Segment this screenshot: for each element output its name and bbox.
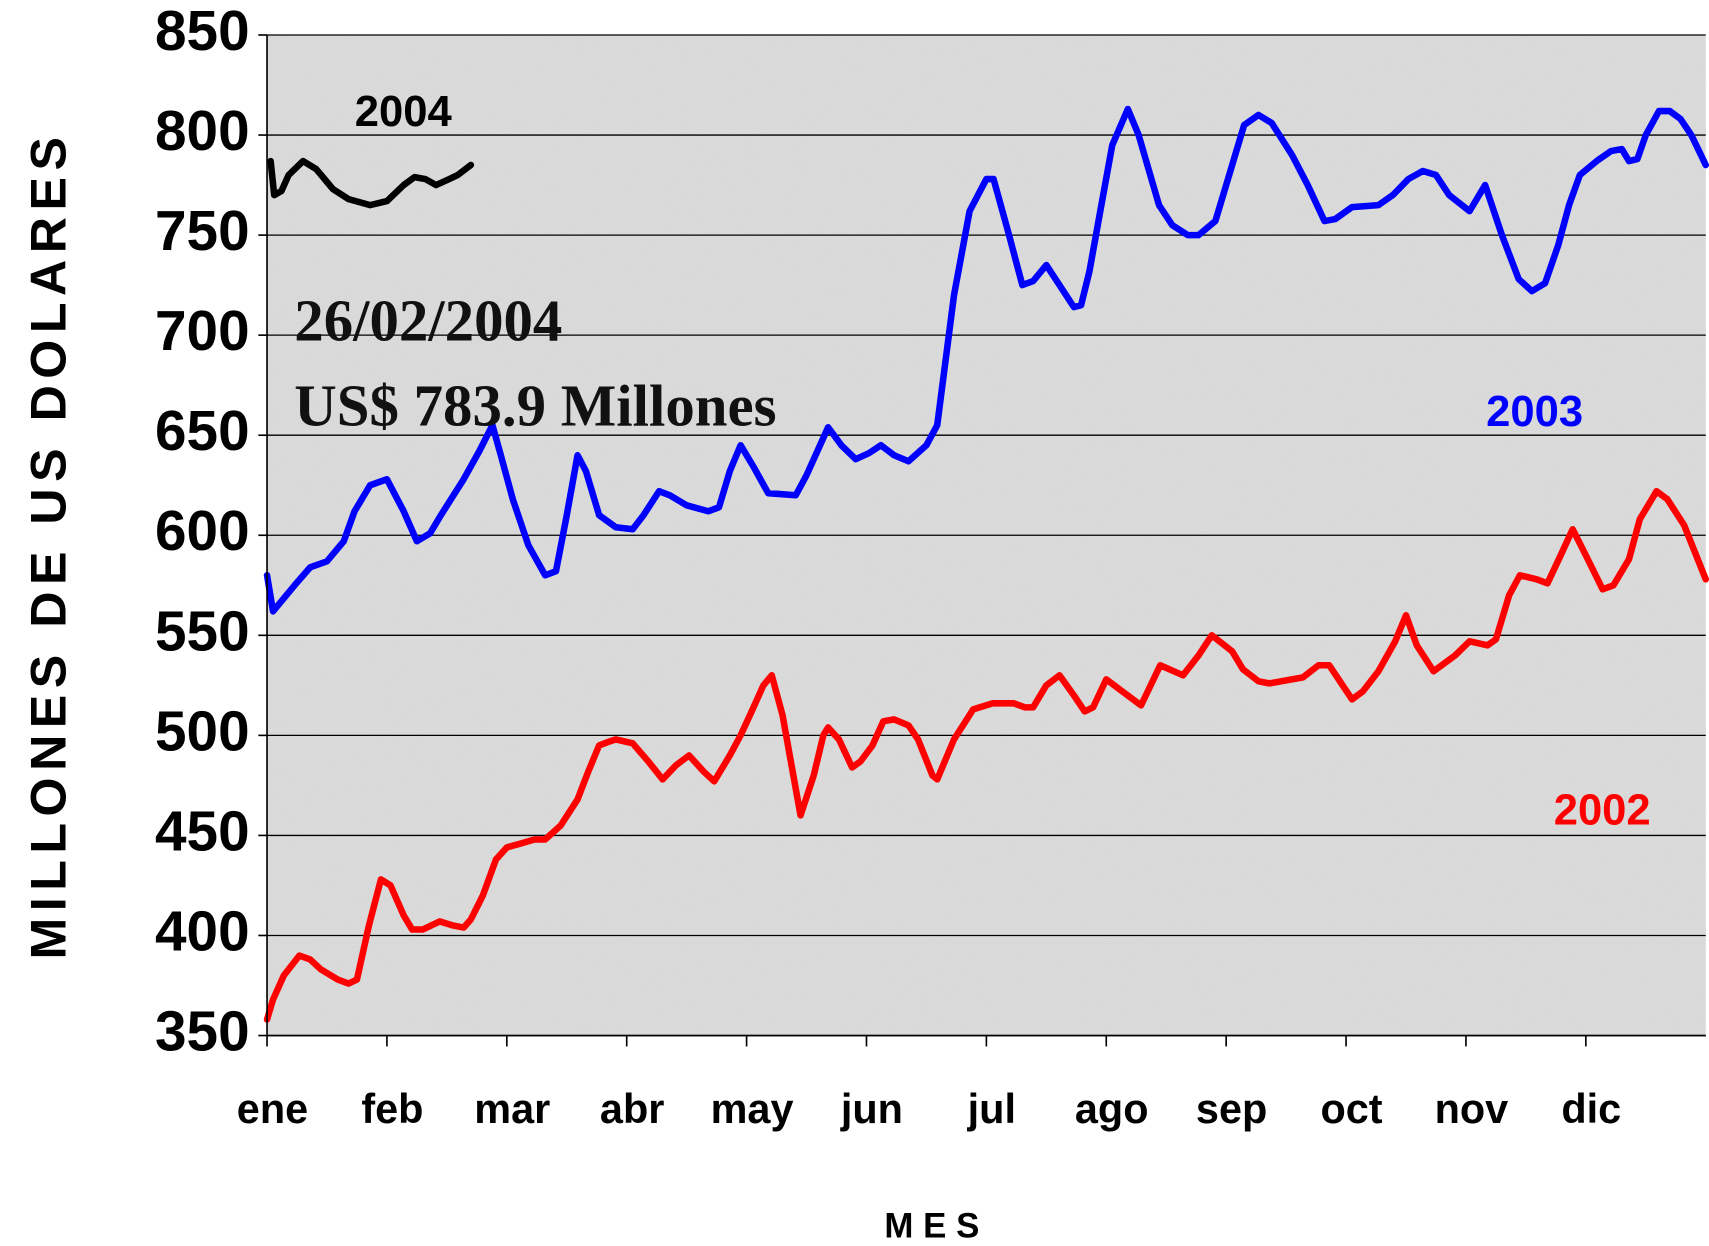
y-tick-label: 750	[155, 200, 250, 263]
series-line	[263, 487, 1709, 1023]
y-axis-label: MILLONES DE US DOLARES	[21, 131, 77, 960]
axes: 350 400 450 500 550 600 650 700 750 800 850 ene feb m…	[155, 0, 1706, 1132]
x-tick-label: ago	[1075, 1086, 1149, 1132]
y-tick-label: 650	[155, 400, 250, 463]
y-tick-label: 450	[155, 800, 250, 863]
annotation: 26/02/2004	[294, 289, 562, 354]
x-tick-label: jun	[840, 1086, 903, 1132]
series-lines	[263, 105, 1709, 1023]
x-tick-label: may	[711, 1086, 794, 1132]
series-label: 2002	[1554, 787, 1651, 835]
series-line	[267, 157, 475, 209]
series-label: 2004	[355, 88, 452, 136]
grid	[267, 34, 1706, 1037]
series-label: 2003	[1486, 388, 1583, 436]
x-tick-label: feb	[361, 1086, 423, 1132]
y-tick-label: 600	[155, 500, 250, 563]
x-tick-label: sep	[1196, 1086, 1267, 1132]
x-tick-label: dic	[1561, 1086, 1621, 1132]
y-tick-label: 400	[155, 900, 250, 963]
y-tick-label: 500	[155, 700, 250, 763]
x-axis-label: M E S	[884, 1207, 979, 1246]
x-tick-label: ene	[237, 1086, 308, 1132]
y-tick-label: 350	[155, 1001, 250, 1064]
series-line	[263, 105, 1709, 615]
x-tick-label: jul	[967, 1086, 1016, 1132]
y-tick-label: 700	[155, 300, 250, 363]
y-tick-label: 550	[155, 600, 250, 663]
x-tick-label: abr	[600, 1086, 664, 1132]
x-tick-label: mar	[474, 1086, 550, 1132]
x-tick-label: nov	[1435, 1086, 1509, 1132]
y-tick-label: 850	[155, 0, 250, 63]
x-tick-label: oct	[1320, 1086, 1382, 1132]
y-tick-label: 800	[155, 100, 250, 163]
annotation: US$ 783.9 Millones	[294, 374, 776, 439]
